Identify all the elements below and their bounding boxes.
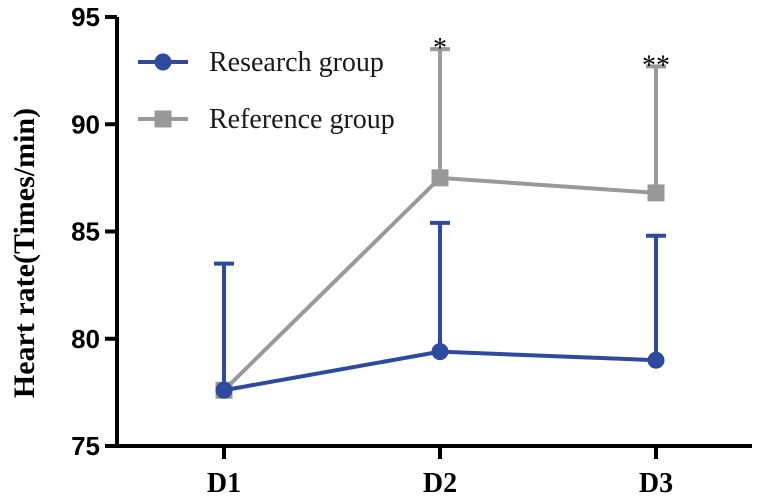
research-legend-label: Research group: [209, 47, 384, 78]
reference-legend-label: Reference group: [209, 104, 395, 135]
y-axis-label: Heart rate(Times/min): [8, 108, 41, 398]
x-tick-label: D2: [423, 468, 457, 499]
reference-legend-marker: [154, 110, 172, 128]
research-point: [431, 343, 449, 361]
y-tick-label: 85: [71, 217, 100, 247]
significance-marker: **: [642, 50, 670, 81]
research-point: [215, 381, 233, 399]
x-tick-label: D1: [207, 468, 241, 499]
axes: 75 80 85 90 95 D1 D2 D3: [71, 2, 752, 499]
y-tick-label: 80: [71, 324, 100, 354]
reference-point: [431, 169, 449, 187]
y-tick-label: 95: [71, 2, 100, 32]
series-layer: ***: [214, 33, 670, 399]
x-tick-label: D3: [639, 468, 673, 499]
significance-marker: *: [433, 33, 447, 64]
y-tick-label: 90: [71, 109, 100, 139]
reference-point: [647, 184, 665, 202]
y-tick-label: 75: [71, 431, 100, 461]
research-point: [647, 351, 665, 369]
research-legend-marker: [154, 53, 172, 71]
legend: Research group Reference group: [138, 47, 395, 135]
